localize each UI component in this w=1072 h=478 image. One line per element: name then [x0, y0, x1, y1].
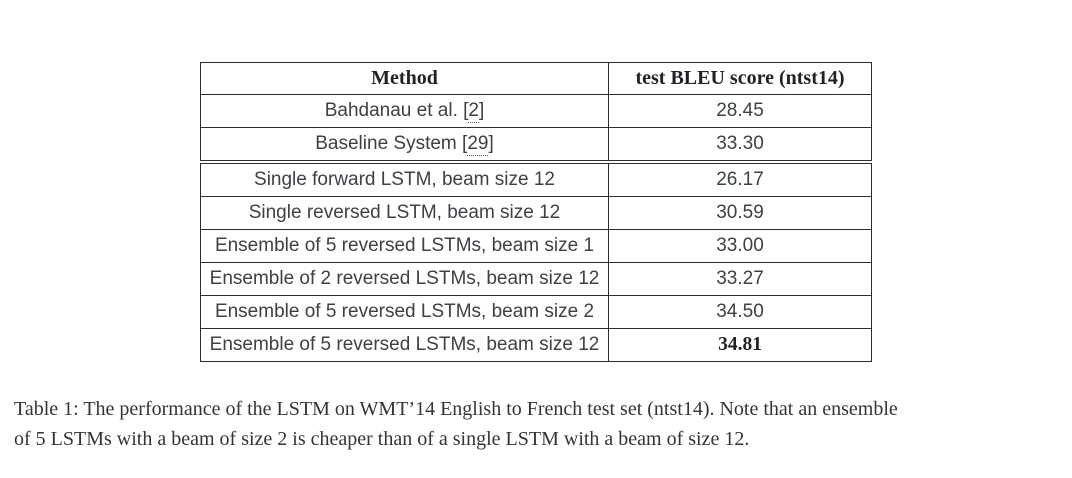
method-cell: Ensemble of 5 reversed LSTMs, beam size …	[200, 229, 609, 263]
score-cell: 26.17	[608, 163, 872, 197]
table-row: Ensemble of 5 reversed LSTMs, beam size …	[200, 328, 872, 362]
score-cell: 30.59	[608, 196, 872, 230]
table-row: Ensemble of 2 reversed LSTMs, beam size …	[200, 262, 872, 296]
score-cell: 33.00	[608, 229, 872, 263]
citation-link[interactable]: 29	[467, 133, 489, 156]
method-cell: Ensemble of 5 reversed LSTMs, beam size …	[200, 295, 609, 329]
table-row: Single reversed LSTM, beam size 12 30.59	[200, 196, 872, 230]
method-cell: Baseline System [29]	[200, 127, 609, 161]
results-table-bottom-section: Single forward LSTM, beam size 12 26.17 Si…	[200, 163, 872, 362]
table-caption: Table 1: The performance of the LSTM on …	[14, 394, 1058, 454]
table-row: Bahdanau et al. [2] 28.45	[200, 94, 872, 128]
table-row: Single forward LSTM, beam size 12 26.17	[200, 163, 872, 197]
score-cell: 33.27	[608, 262, 872, 296]
column-header-bleu-score: test BLEU score (ntst14)	[608, 62, 872, 95]
method-cell: Ensemble of 2 reversed LSTMs, beam size …	[200, 262, 609, 296]
score-cell: 33.30	[608, 127, 872, 161]
citation-link[interactable]: 2	[468, 100, 479, 123]
method-cell: Ensemble of 5 reversed LSTMs, beam size …	[200, 328, 609, 362]
score-cell: 34.50	[608, 295, 872, 329]
method-cell: Bahdanau et al. [2]	[200, 94, 609, 128]
results-table-top-section: Method test BLEU score (ntst14) Bahdanau…	[200, 62, 872, 161]
table-row: Baseline System [29] 33.30	[200, 127, 872, 161]
method-cell: Single forward LSTM, beam size 12	[200, 163, 609, 197]
score-cell: 28.45	[608, 94, 872, 128]
score-cell: 34.81	[608, 328, 872, 362]
caption-line-2: of 5 LSTMs with a beam of size 2 is chea…	[14, 428, 750, 450]
caption-line-1: Table 1: The performance of the LSTM on …	[14, 398, 898, 420]
table-row: Ensemble of 5 reversed LSTMs, beam size …	[200, 295, 872, 329]
method-cell: Single reversed LSTM, beam size 12	[200, 196, 609, 230]
header-row: Method test BLEU score (ntst14)	[200, 62, 872, 95]
table-row: Ensemble of 5 reversed LSTMs, beam size …	[200, 229, 872, 263]
column-header-method: Method	[200, 62, 609, 95]
